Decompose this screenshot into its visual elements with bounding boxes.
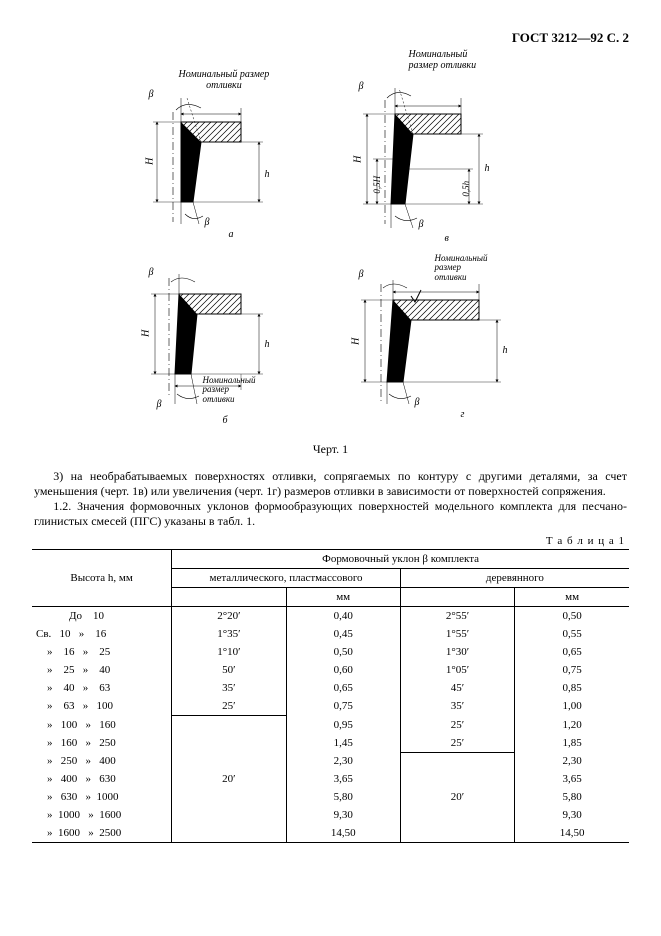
label-nominal-a: Номинальный размеротливки <box>179 70 270 91</box>
table-row: » 1000 » 16009,309,30 <box>32 806 629 824</box>
label-h-a: h <box>265 170 270 181</box>
th-mm1: мм <box>286 588 400 607</box>
table-label: Т а б л и ц а 1 <box>32 535 625 547</box>
label-beta-g: β <box>359 270 364 281</box>
table-row: Св. 10 » 161°35′0,451°55′0,55 <box>32 625 629 643</box>
label-H-v: H <box>353 156 364 163</box>
label-nominal-v: Номинальныйразмер отливки <box>409 50 477 71</box>
table-row: » 40 » 6335′0,6545′0,85 <box>32 679 629 697</box>
subfig-v: в <box>445 234 449 245</box>
table-body: До 102°20′0,402°55′0,50Св. 10 » 161°35′0… <box>32 607 629 843</box>
subfig-a: а <box>229 230 234 241</box>
label-H05-v: 0,5H <box>373 176 382 194</box>
label-beta-v2: β <box>419 220 424 231</box>
diagram-g: Номинальныйразмеротливки β H h β г <box>351 254 541 424</box>
label-beta-b: β <box>149 268 154 279</box>
diagram-a: Номинальный размеротливки β <box>141 72 321 232</box>
label-H-a: H <box>145 158 156 165</box>
subfig-g: г <box>461 410 465 421</box>
table-row: » 400 » 6303,653,65 <box>32 770 629 788</box>
th-wood: деревянного <box>400 569 629 588</box>
label-beta-g2: β <box>415 398 420 409</box>
table-row: » 16 » 251°10′0,501°30′0,65 <box>32 643 629 661</box>
figure-block: Номинальный размеротливки β <box>121 54 541 434</box>
th-height: Высота h, мм <box>32 550 172 607</box>
table-row: » 100 » 16020′0,9525′1,20 <box>32 716 629 734</box>
label-h-v: h <box>485 164 490 175</box>
table-row: » 250 » 4002,3020′2,30 <box>32 752 629 770</box>
label-beta-a: β <box>149 90 154 101</box>
table-1: Высота h, мм Формовочный уклон β комплек… <box>32 549 629 843</box>
label-h05-v: 0,5h <box>462 181 471 197</box>
th-metal: металлического, пластмассового <box>172 569 401 588</box>
th-group: Формовочный уклон β комплекта <box>172 550 629 569</box>
table-row: До 102°20′0,402°55′0,50 <box>32 607 629 626</box>
paragraph-3: 3) на необрабатываемых поверхностях отли… <box>34 469 627 499</box>
label-beta-v: β <box>359 82 364 93</box>
label-H-b: H <box>141 330 152 337</box>
paragraph-1-2: 1.2. Значения формовочных уклонов формоо… <box>34 499 627 529</box>
table-row: » 160 » 2501,4525′1,85 <box>32 734 629 753</box>
diagram-v: Номинальныйразмер отливки β <box>351 54 541 244</box>
table-row: » 630 » 10005,805,80 <box>32 788 629 806</box>
page-header: ГОСТ 3212—92 С. 2 <box>32 30 629 46</box>
figure-caption: Черт. 1 <box>32 442 629 457</box>
label-beta-a2: β <box>205 218 210 229</box>
subfig-b: б <box>223 416 228 427</box>
label-h-g: h <box>503 346 508 357</box>
label-beta-b2: β <box>157 400 162 411</box>
label-nominal-g: Номинальныйразмеротливки <box>435 254 488 282</box>
label-H-g: H <box>351 338 362 345</box>
diagram-b: β H h Номинальныйразмеротливки β б <box>141 264 321 424</box>
table-row: » 63 » 10025′0,7535′1,00 <box>32 697 629 716</box>
table-row: » 25 » 4050′0,601°05′0,75 <box>32 661 629 679</box>
table-row: » 1600 » 250014,5014,50 <box>32 824 629 843</box>
label-nominal-b: Номинальныйразмеротливки <box>203 376 256 404</box>
label-h-b: h <box>265 340 270 351</box>
th-mm2: мм <box>515 588 629 607</box>
